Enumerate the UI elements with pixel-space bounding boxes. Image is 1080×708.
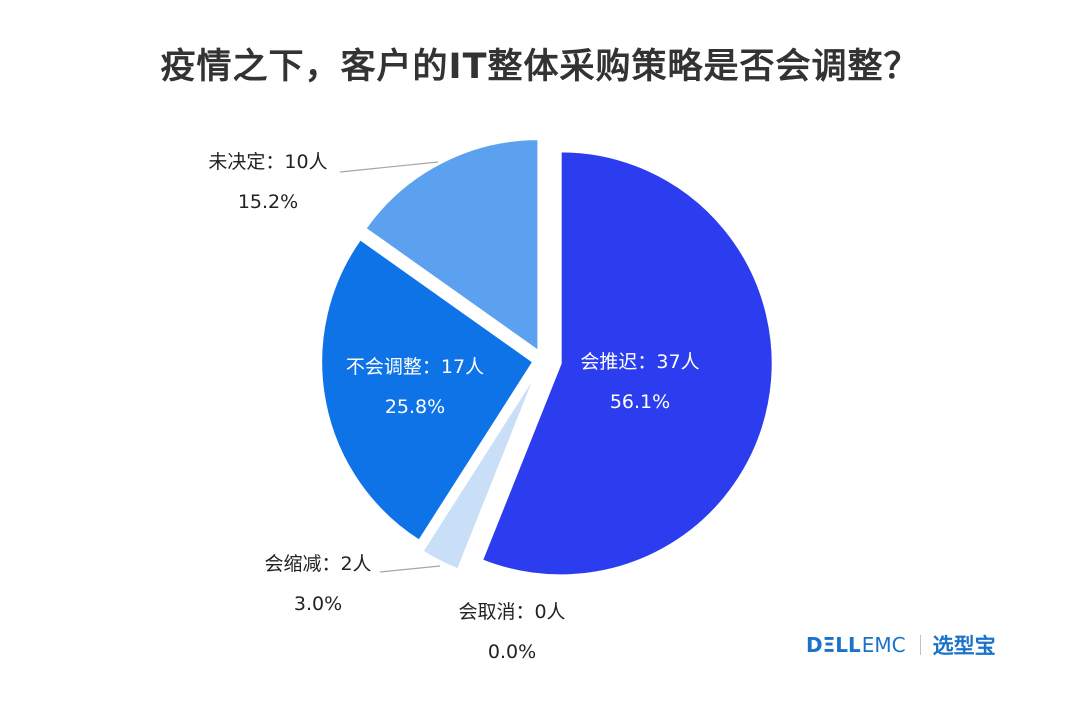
leader-line: [379, 565, 441, 573]
site-logo: 选型宝: [932, 634, 996, 658]
slice-percent: 3.0%: [294, 593, 342, 615]
slice-label: 会缩减：2人: [264, 553, 371, 575]
slice-percent: 25.8%: [385, 396, 445, 418]
slice-label: 不会调整：17人: [346, 356, 484, 378]
pie-slice: [480, 150, 774, 577]
slice-percent: 56.1%: [610, 391, 670, 413]
slice-label: 未决定：10人: [208, 151, 327, 173]
slice-label: 会推迟：37人: [580, 351, 699, 373]
slice-label: 会取消：0人: [458, 601, 565, 623]
brand-divider: [919, 635, 921, 655]
emc-logo: EMC: [861, 633, 906, 657]
pie-slice: [364, 138, 540, 354]
chart-title: 疫情之下，客户的IT整体采购策略是否会调整？: [160, 47, 920, 87]
pie-slice: [421, 371, 538, 571]
leader-line: [339, 161, 439, 173]
brand-logo: DΞLL EMC 选型宝: [806, 628, 996, 662]
slice-percent: 0.0%: [488, 641, 536, 663]
pie-slice: [320, 237, 535, 543]
dell-logo: DΞLL: [806, 633, 861, 657]
slice-percent: 15.2%: [238, 191, 298, 213]
